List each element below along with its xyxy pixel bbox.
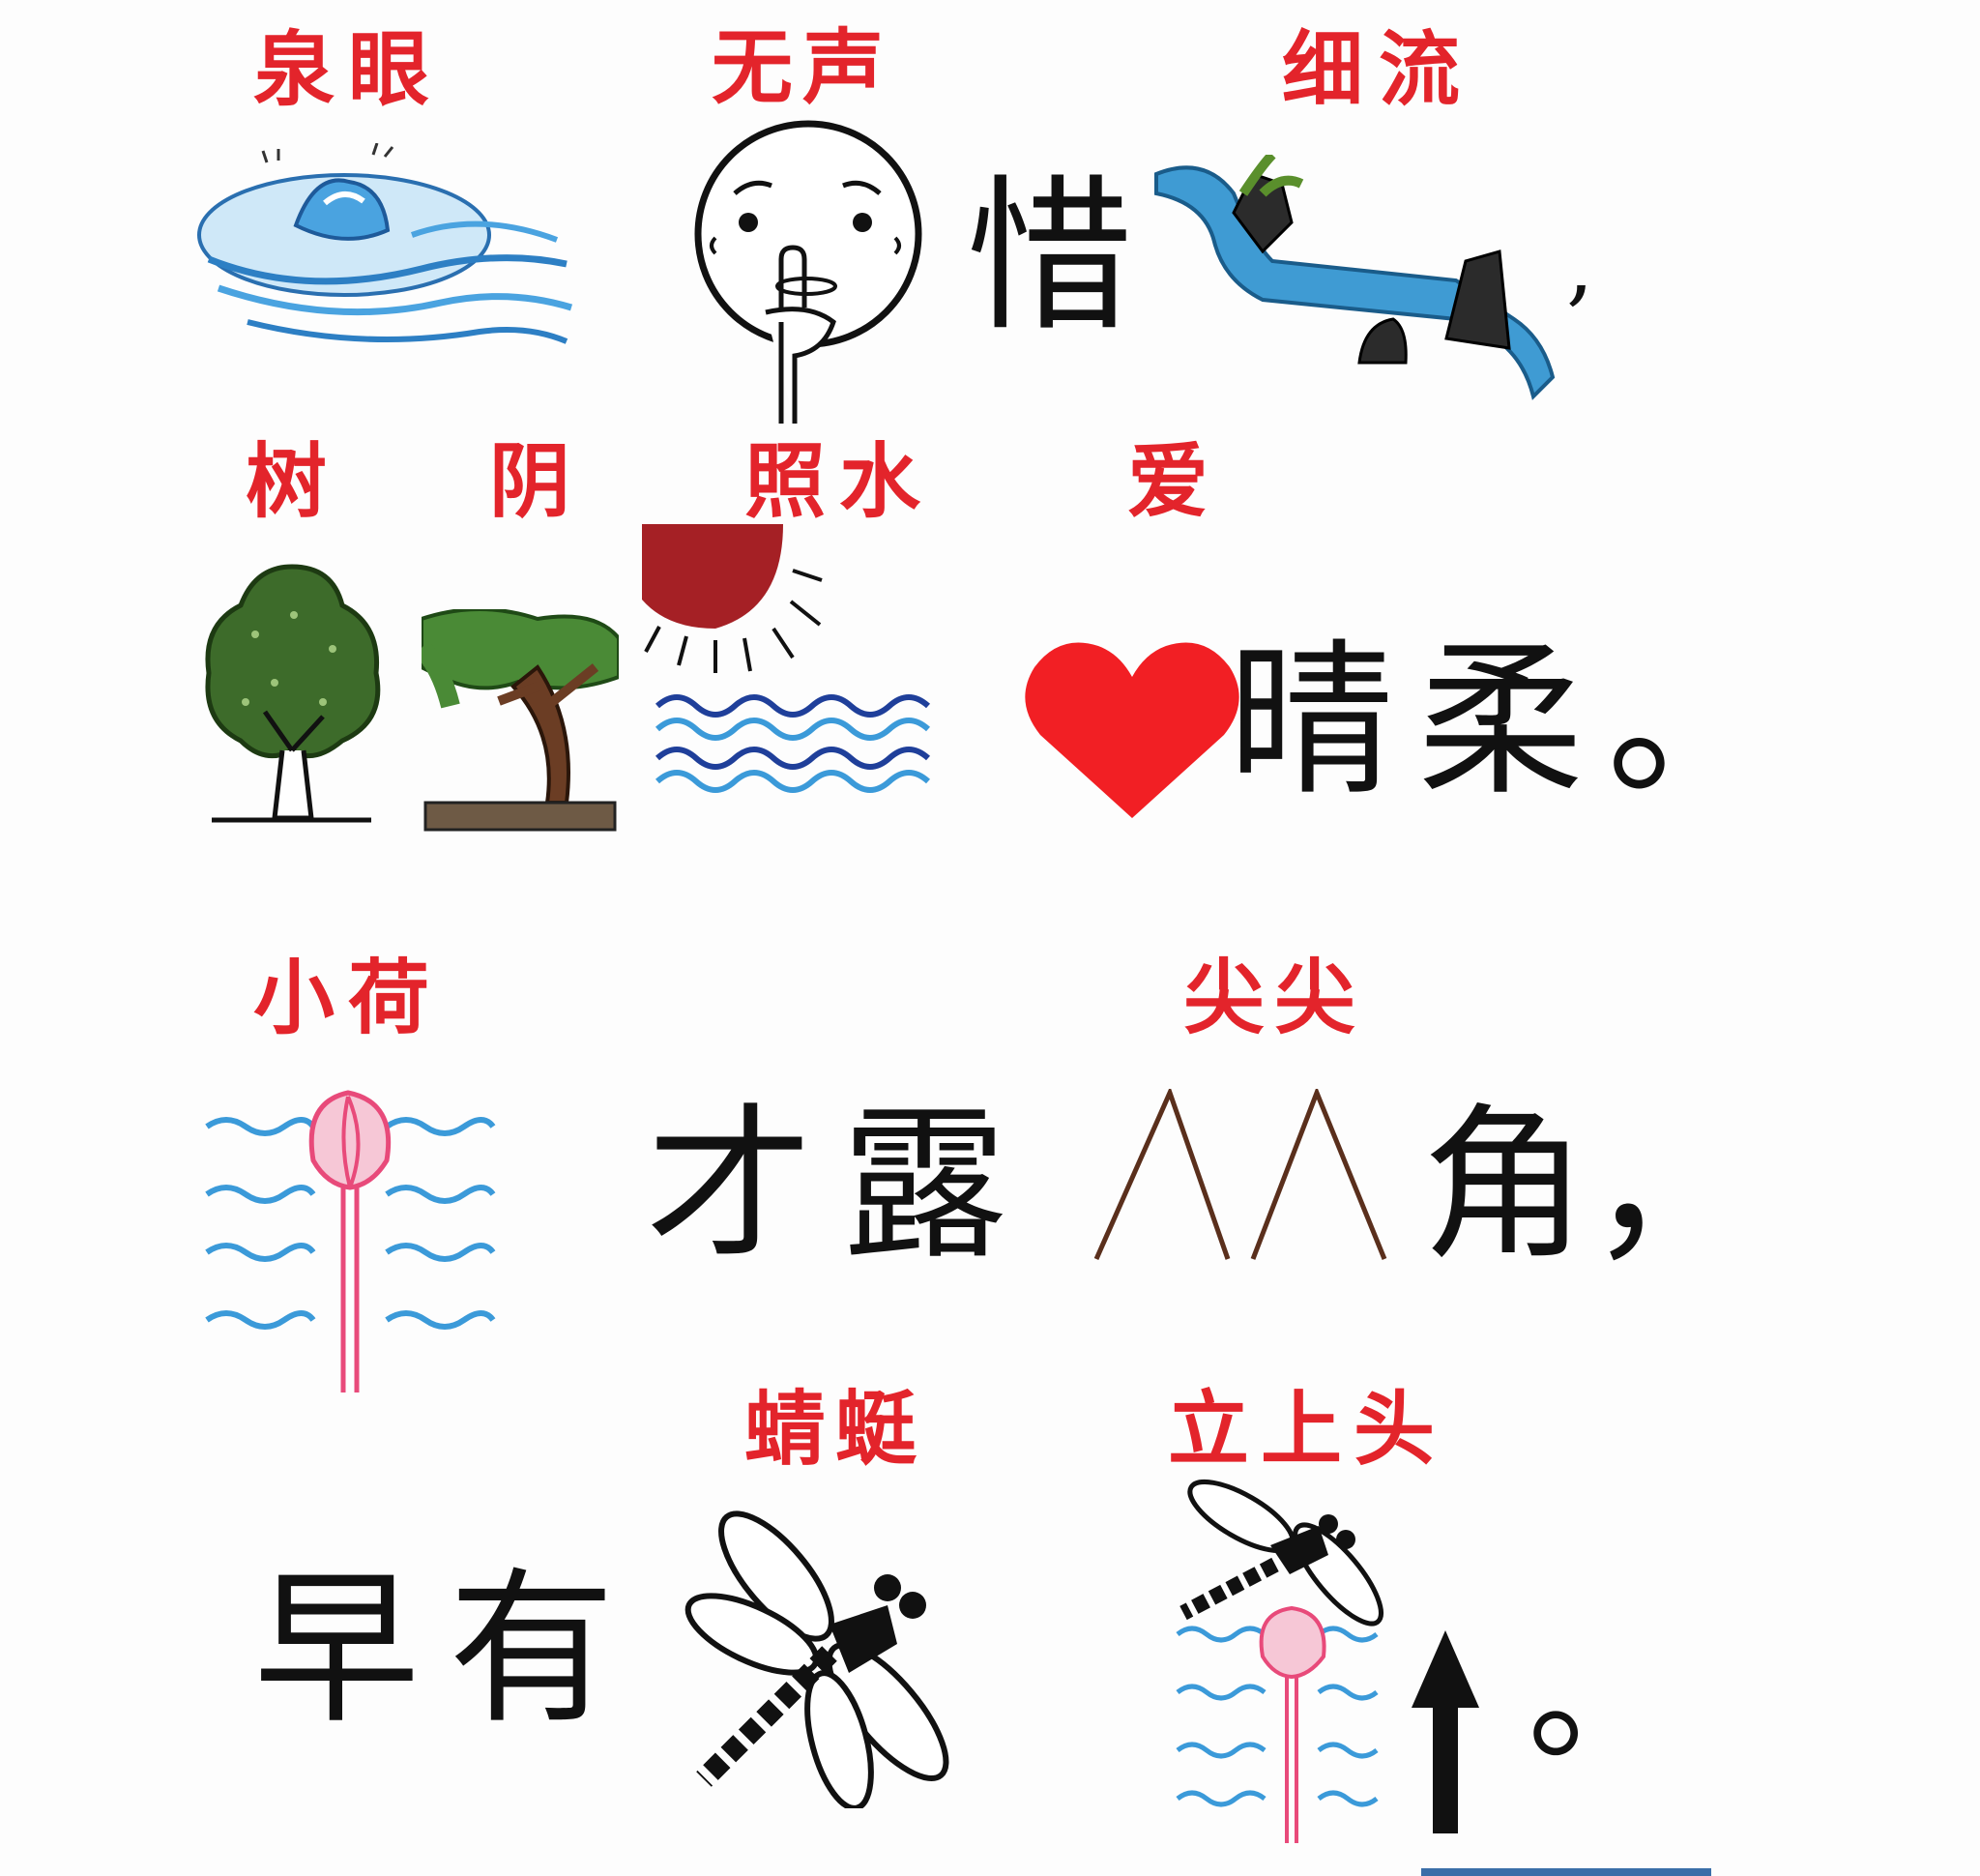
lotus-bud-icon bbox=[203, 1083, 501, 1394]
heart-icon bbox=[1023, 629, 1241, 822]
sun-water-icon bbox=[638, 522, 975, 797]
label-shade: 阴 bbox=[489, 433, 571, 529]
dragonfly-on-lotus-icon bbox=[1174, 1468, 1406, 1845]
label-pointed: 尖尖 bbox=[1183, 950, 1366, 1045]
label-stand-on-top: 立上头 bbox=[1168, 1381, 1447, 1477]
bottom-edge-bar bbox=[1421, 1868, 1711, 1876]
label-silent: 无声 bbox=[712, 19, 894, 115]
up-arrow-icon bbox=[1412, 1630, 1479, 1833]
tree-icon bbox=[197, 557, 387, 834]
shade-tree-icon bbox=[422, 609, 619, 834]
dragonfly-icon bbox=[684, 1499, 994, 1808]
label-spring-eye: 泉眼 bbox=[253, 21, 444, 117]
text-jiao: 角， bbox=[1421, 1088, 1754, 1282]
stream-icon bbox=[1147, 155, 1601, 402]
period-end: 。 bbox=[1528, 1613, 1674, 1781]
spring-water-icon bbox=[189, 143, 576, 356]
label-tree: 树 bbox=[246, 433, 328, 529]
pointed-peaks-icon bbox=[1092, 1089, 1388, 1263]
label-shine-water: 照水 bbox=[744, 433, 935, 529]
text-qing-rou: 晴柔。 bbox=[1228, 624, 1796, 818]
label-thin-stream: 细流 bbox=[1282, 21, 1476, 117]
hush-face-icon bbox=[688, 114, 928, 433]
char-xi: 惜 bbox=[967, 160, 1133, 354]
label-love: 爱 bbox=[1127, 433, 1209, 529]
label-dragonfly: 蜻蜓 bbox=[744, 1381, 927, 1477]
comma-1: , bbox=[1566, 215, 1594, 316]
text-cai-lu: 才露 bbox=[646, 1088, 1036, 1282]
text-zao-you: 早有 bbox=[253, 1552, 644, 1746]
label-small-lotus: 小荷 bbox=[253, 950, 444, 1045]
